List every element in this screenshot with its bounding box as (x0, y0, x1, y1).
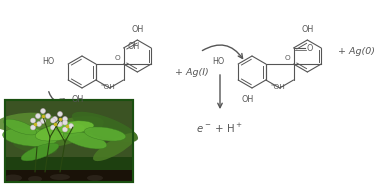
Text: OH: OH (127, 42, 140, 50)
Ellipse shape (93, 133, 137, 161)
Circle shape (51, 125, 56, 130)
Ellipse shape (28, 176, 42, 182)
Circle shape (57, 122, 62, 126)
Ellipse shape (72, 112, 138, 142)
Text: + Ag(0): + Ag(0) (338, 47, 375, 56)
Ellipse shape (3, 128, 57, 146)
Circle shape (37, 122, 42, 126)
Circle shape (40, 119, 45, 123)
Ellipse shape (84, 127, 126, 141)
Ellipse shape (0, 113, 55, 131)
Ellipse shape (50, 174, 70, 180)
Text: $e^-$ + H$^+$: $e^-$ + H$^+$ (197, 122, 243, 135)
Circle shape (45, 114, 51, 119)
Bar (5, 100, 133, 157)
Bar (5, 100, 133, 182)
Text: + Ag(I): + Ag(I) (175, 68, 209, 76)
Text: HO: HO (212, 56, 224, 65)
Ellipse shape (56, 121, 94, 133)
Ellipse shape (13, 140, 57, 154)
Ellipse shape (26, 116, 104, 148)
Circle shape (31, 118, 36, 123)
Circle shape (62, 117, 68, 122)
Ellipse shape (4, 174, 22, 182)
Circle shape (40, 108, 45, 114)
Text: OH: OH (131, 25, 144, 34)
Ellipse shape (35, 123, 85, 141)
Bar (5, 170, 133, 182)
Text: "OH: "OH (100, 84, 115, 90)
Circle shape (62, 127, 68, 132)
Text: "OH: "OH (270, 84, 285, 90)
Text: OH: OH (72, 95, 84, 104)
Ellipse shape (87, 175, 103, 181)
Circle shape (62, 120, 68, 125)
Text: OH: OH (242, 95, 254, 104)
Circle shape (51, 118, 56, 123)
Circle shape (36, 114, 40, 119)
Circle shape (53, 117, 57, 122)
Circle shape (57, 111, 62, 117)
Circle shape (68, 123, 73, 128)
Ellipse shape (63, 131, 107, 149)
Text: O: O (114, 55, 120, 61)
Ellipse shape (3, 119, 37, 135)
Text: HO: HO (42, 56, 54, 65)
FancyArrowPatch shape (49, 92, 64, 103)
Circle shape (56, 122, 62, 126)
Text: OH: OH (301, 25, 313, 34)
Ellipse shape (21, 143, 59, 161)
Text: O: O (307, 44, 313, 53)
Bar (5, 100, 133, 182)
Text: O: O (284, 55, 290, 61)
Circle shape (31, 125, 36, 130)
FancyArrowPatch shape (202, 45, 243, 58)
